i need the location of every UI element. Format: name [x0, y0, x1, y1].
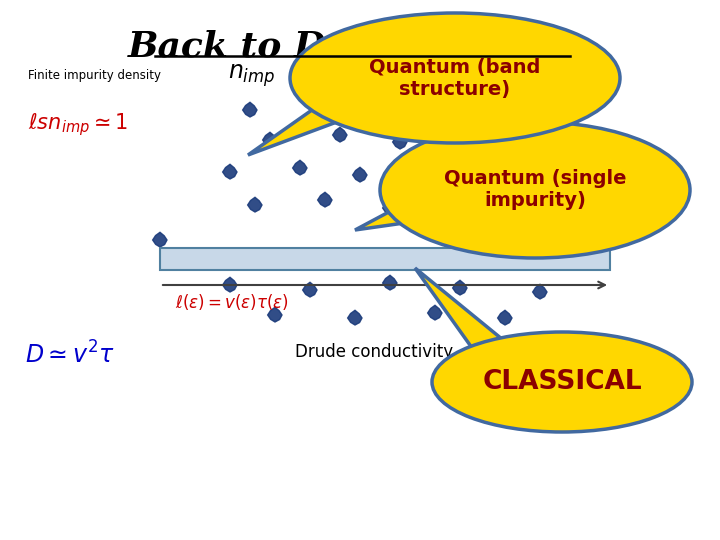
- Polygon shape: [353, 167, 367, 182]
- Polygon shape: [418, 163, 432, 177]
- Polygon shape: [292, 160, 307, 175]
- Polygon shape: [453, 130, 467, 145]
- Polygon shape: [263, 132, 277, 147]
- Polygon shape: [382, 275, 397, 290]
- Polygon shape: [513, 132, 527, 147]
- Polygon shape: [572, 130, 587, 145]
- Polygon shape: [453, 280, 467, 295]
- Text: CLASSICAL: CLASSICAL: [482, 369, 642, 395]
- Ellipse shape: [432, 332, 692, 432]
- Polygon shape: [392, 134, 407, 149]
- Polygon shape: [153, 232, 167, 247]
- Text: Quantum (band
structure): Quantum (band structure): [369, 57, 541, 98]
- Polygon shape: [498, 310, 512, 325]
- Text: $D \simeq v^2\tau$: $D \simeq v^2\tau$: [25, 341, 115, 369]
- Polygon shape: [248, 197, 262, 212]
- Polygon shape: [428, 305, 442, 320]
- Polygon shape: [222, 164, 237, 179]
- Text: Back to Drude formula: Back to Drude formula: [127, 30, 593, 64]
- Polygon shape: [533, 284, 547, 299]
- Polygon shape: [562, 195, 577, 210]
- Ellipse shape: [380, 122, 690, 258]
- Polygon shape: [348, 310, 362, 325]
- Polygon shape: [222, 278, 237, 292]
- Text: Quantum (single
impurity): Quantum (single impurity): [444, 170, 626, 211]
- Polygon shape: [243, 102, 257, 117]
- Polygon shape: [543, 97, 557, 112]
- Polygon shape: [302, 92, 317, 107]
- Polygon shape: [482, 100, 497, 115]
- Polygon shape: [477, 167, 492, 182]
- Polygon shape: [248, 73, 377, 155]
- Polygon shape: [333, 127, 347, 142]
- Polygon shape: [603, 232, 617, 247]
- Text: Drude conductivity: Drude conductivity: [295, 343, 453, 361]
- Polygon shape: [318, 192, 332, 207]
- Text: $\ell s n_{imp} \simeq 1$: $\ell s n_{imp} \simeq 1$: [28, 112, 128, 138]
- Ellipse shape: [290, 13, 620, 143]
- Polygon shape: [443, 195, 457, 210]
- Text: $n_{imp}$: $n_{imp}$: [228, 63, 275, 89]
- Polygon shape: [268, 307, 282, 322]
- Polygon shape: [355, 180, 456, 230]
- Text: $\ell(\epsilon) = v(\epsilon)\tau(\epsilon)$: $\ell(\epsilon) = v(\epsilon)\tau(\epsil…: [175, 292, 289, 312]
- Polygon shape: [423, 94, 437, 109]
- FancyBboxPatch shape: [160, 248, 610, 270]
- Polygon shape: [363, 97, 377, 112]
- Polygon shape: [415, 268, 516, 380]
- Text: Finite impurity density: Finite impurity density: [28, 69, 161, 82]
- Polygon shape: [302, 282, 317, 297]
- Polygon shape: [508, 199, 522, 214]
- Polygon shape: [382, 200, 397, 215]
- Polygon shape: [538, 164, 552, 179]
